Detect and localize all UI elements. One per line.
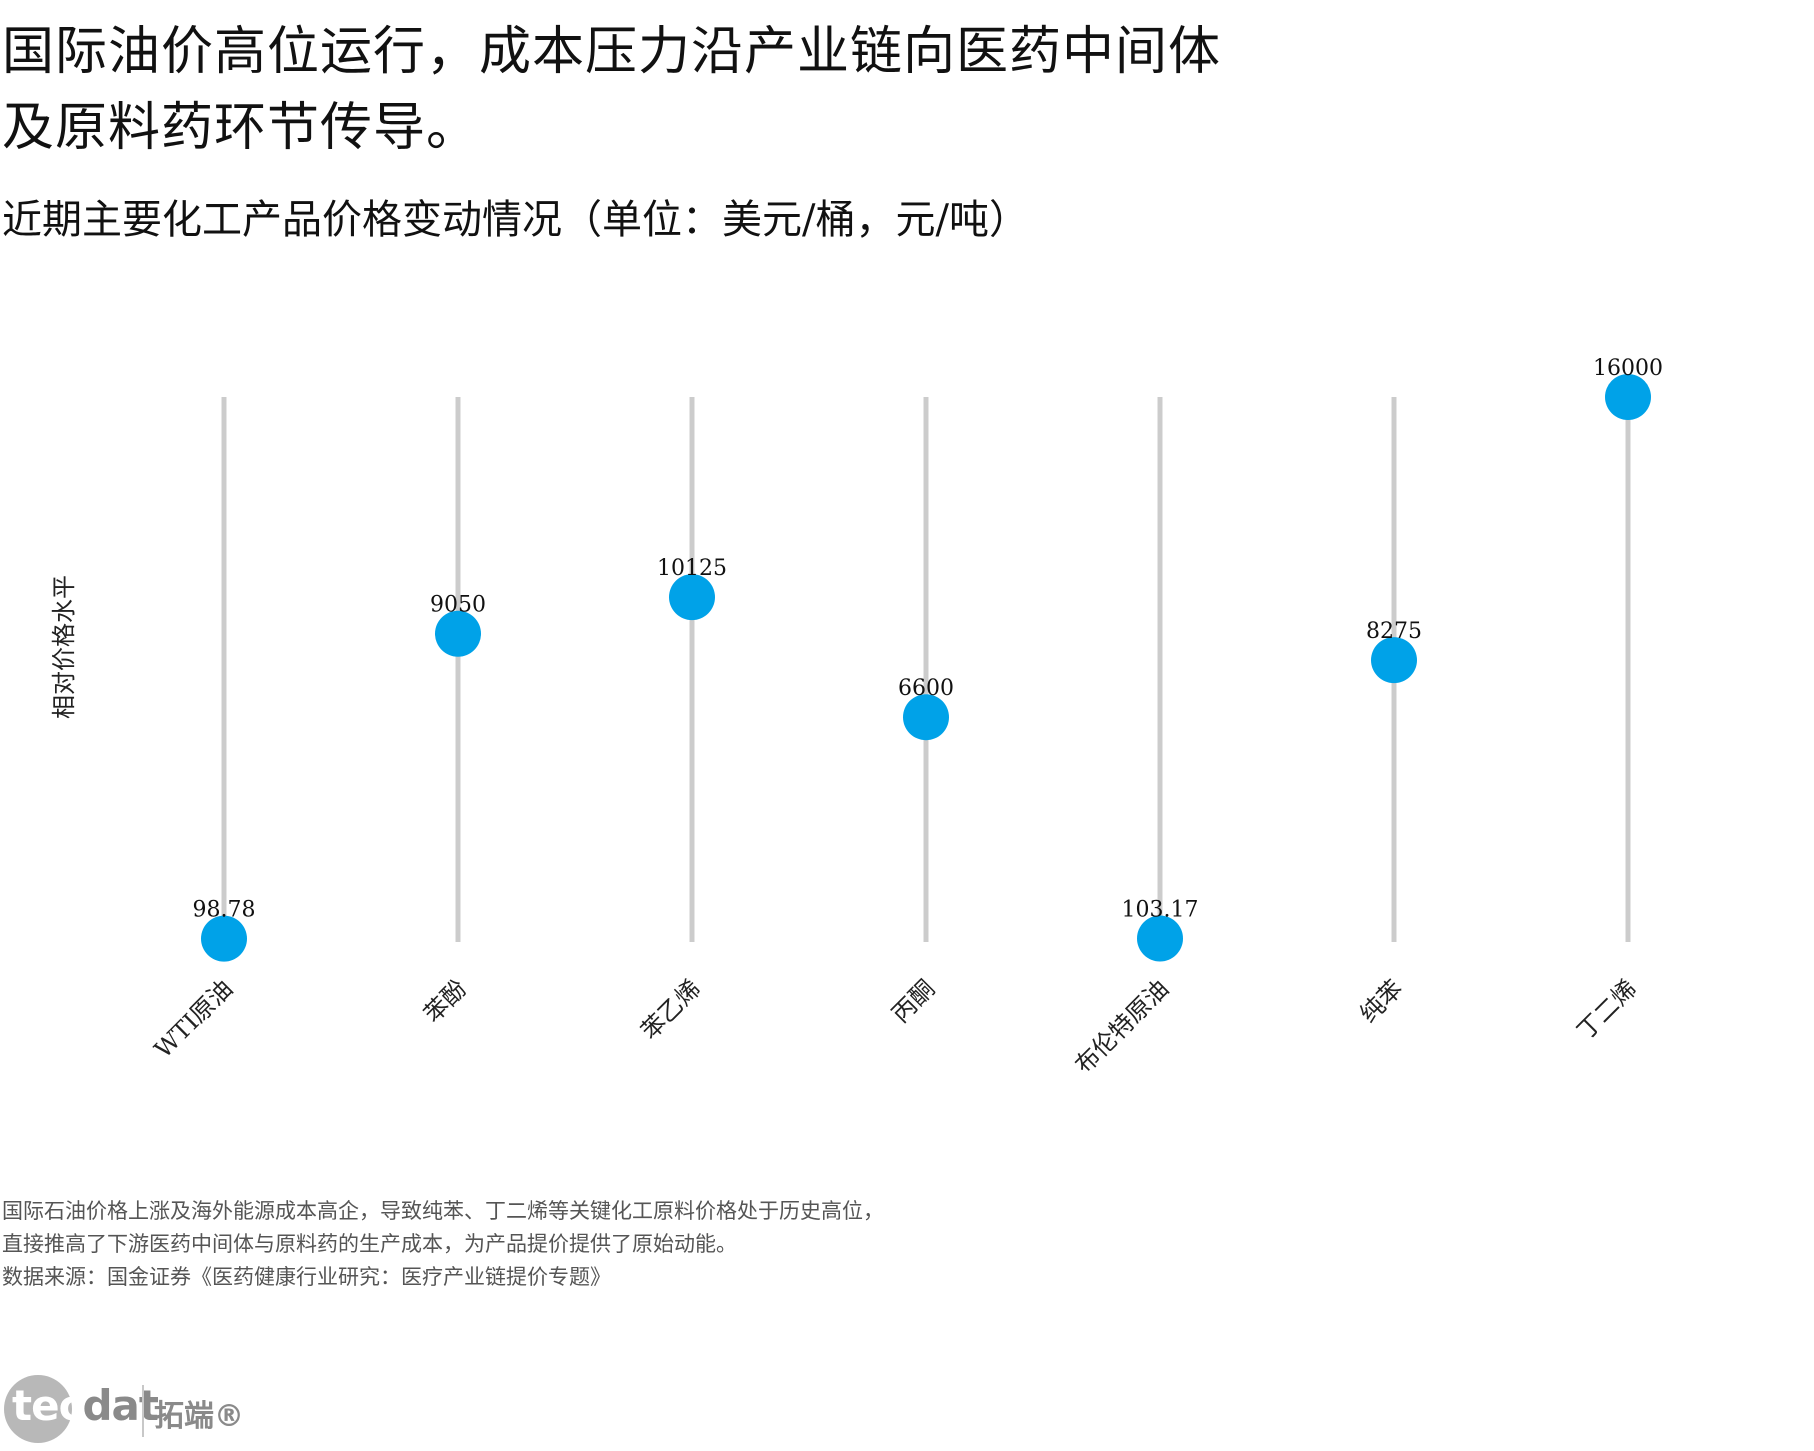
x-tick-label-3: 丙酮 [887,974,941,1028]
lollipop-chart: 98.78 9050 10125 6600 103.17 8275 16000 WTI原油 苯… [50,356,1663,1079]
chart-x-tick-labels: WTI原油 苯酚 苯乙烯 丙酮 布伦特原油 纯苯 丁二烯 [149,974,1642,1079]
headline-line-2: 及原料药环节传导。 [2,98,480,158]
data-point-3 [903,694,949,741]
logo-circle [4,1375,72,1443]
x-tick-label-4: 布伦特原油 [1070,974,1175,1079]
logo-wordmark: tecdat [12,1381,159,1430]
data-point-5 [1371,637,1417,684]
value-label-2: 10125 [657,556,727,581]
y-axis-label: 相对价格水平 [50,575,78,719]
headline-line-1: 国际油价高位运行，成本压力沿产业链向医药中间体 [2,22,1222,82]
headline: 国际油价高位运行，成本压力沿产业链向医药中间体 及原料药环节传导。 [2,14,1322,166]
data-point-1 [435,610,481,657]
x-tick-label-6: 丁二烯 [1572,974,1643,1045]
logo-divider [142,1385,144,1437]
x-tick-label-2: 苯乙烯 [636,974,707,1045]
chart-stems [221,397,1631,942]
value-label-5: 8275 [1366,619,1422,644]
value-label-3: 6600 [898,676,954,701]
brand-logo: tecdat 拓端® [4,1375,304,1447]
chart-caption: 国际石油价格上涨及海外能源成本高企，导致纯苯、丁二烯等关键化工原料价格处于历史高… [2,1195,884,1294]
caption-line-1: 国际石油价格上涨及海外能源成本高企，导致纯苯、丁二烯等关键化工原料价格处于历史高… [2,1199,884,1223]
data-point-0 [201,915,247,962]
x-tick-label-5: 纯苯 [1355,974,1409,1028]
data-point-2 [669,574,715,621]
x-tick-label-0: WTI原油 [149,974,238,1063]
value-label-0: 98.78 [193,898,256,923]
data-point-4 [1137,915,1183,962]
brand-chinese-name: 拓端® [154,1399,244,1434]
chart-points [201,374,1651,962]
value-label-6: 16000 [1593,356,1663,381]
chart-value-labels: 98.78 9050 10125 6600 103.17 8275 16000 [193,356,1663,923]
caption-source: 数据来源：国金证券《医药健康行业研究：医疗产业链提价专题》 [2,1265,611,1289]
caption-line-2: 直接推高了下游医药中间体与原料药的生产成本，为产品提价提供了原始动能。 [2,1232,737,1256]
data-point-6 [1605,374,1651,420]
chart-subtitle: 近期主要化工产品价格变动情况（单位：美元/桶，元/吨） [2,197,1029,243]
x-tick-label-1: 苯酚 [419,974,473,1028]
value-label-1: 9050 [430,593,486,618]
value-label-4: 103.17 [1122,897,1199,922]
